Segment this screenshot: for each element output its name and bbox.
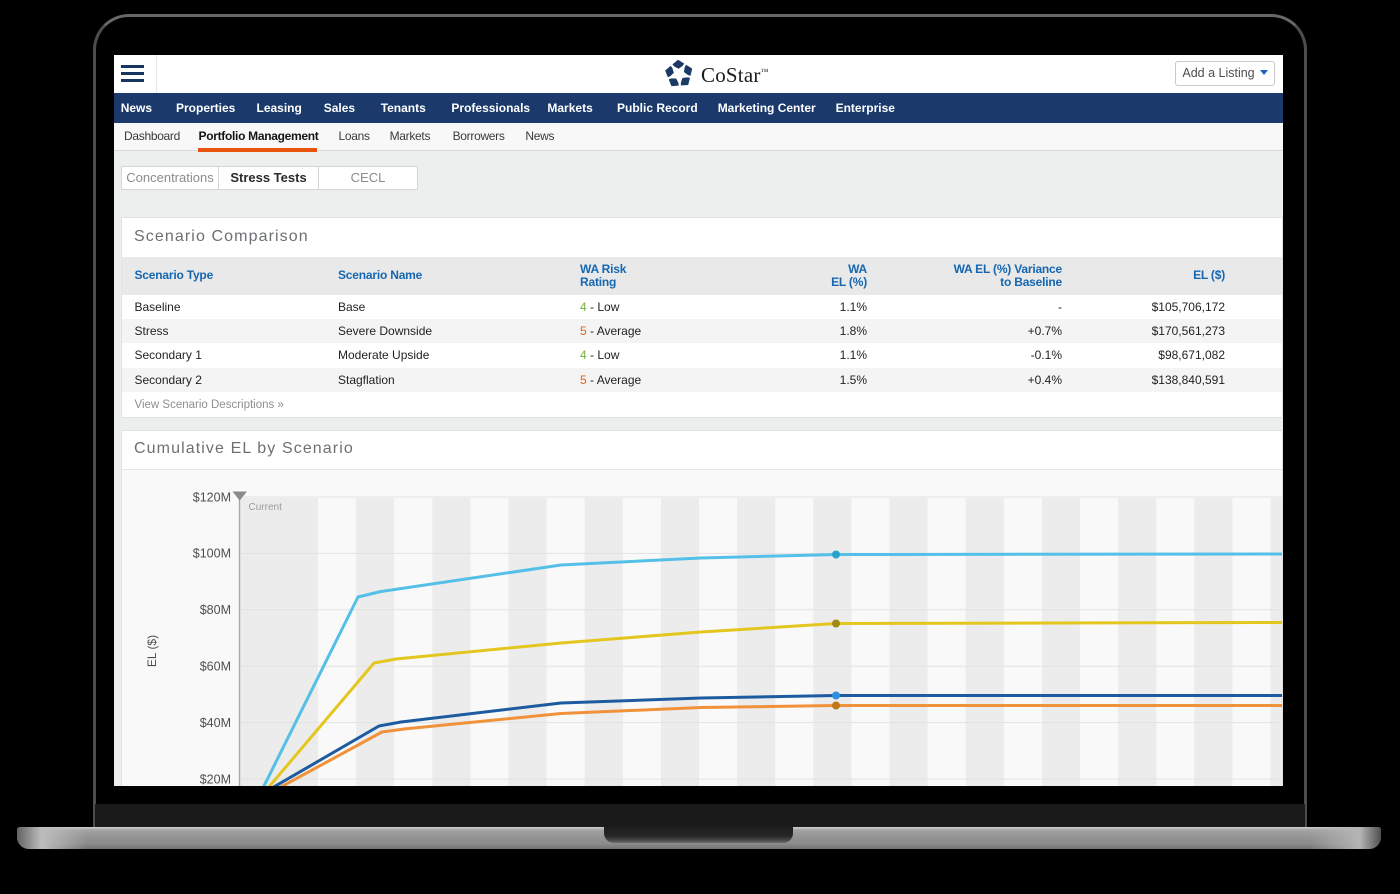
svg-text:EL ($): EL ($) xyxy=(145,635,159,667)
svg-text:$100M: $100M xyxy=(193,547,231,561)
svg-text:$120M: $120M xyxy=(193,490,231,504)
svg-text:$20M: $20M xyxy=(200,772,231,786)
svg-text:Current: Current xyxy=(249,502,283,513)
svg-text:$40M: $40M xyxy=(200,716,231,730)
svg-text:$80M: $80M xyxy=(200,603,231,617)
svg-text:$60M: $60M xyxy=(200,660,231,674)
